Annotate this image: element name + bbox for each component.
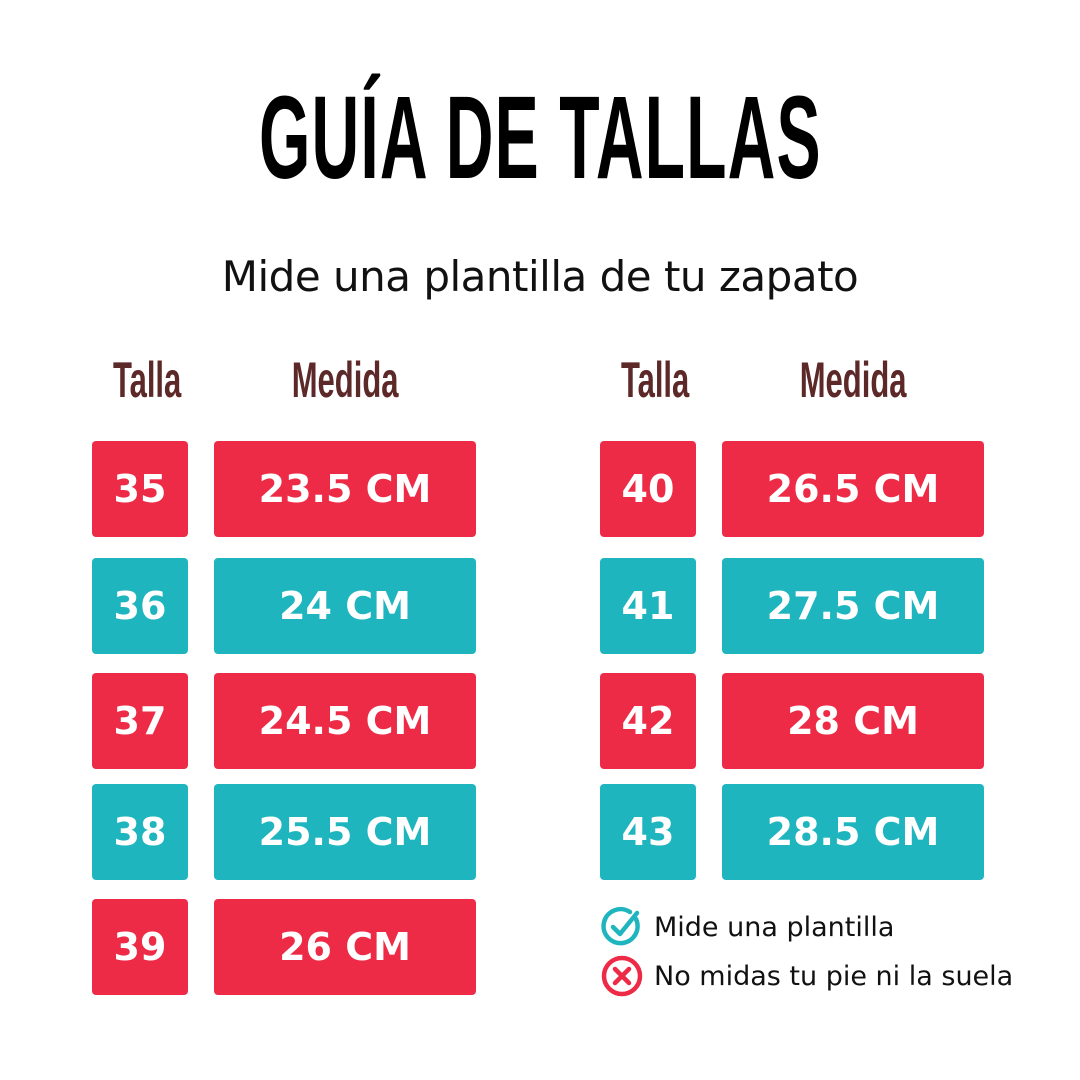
measurement-cell: 26.5 CM	[722, 441, 984, 537]
size-cell: 42	[600, 673, 696, 769]
page-title: GUÍA DE TALLAS	[0, 78, 1080, 198]
legend-item-do-not-measure-foot: No midas tu pie ni la suela	[600, 954, 1013, 998]
header-text: Medida	[799, 352, 907, 408]
size-cell: 40	[600, 441, 696, 537]
measurement-cell: 26 CM	[214, 899, 476, 995]
page-title-text: GUÍA DE TALLAS	[258, 72, 822, 204]
header-text: Talla	[620, 352, 690, 408]
size-cell: 39	[92, 899, 188, 995]
check-circle-icon	[601, 906, 640, 946]
right-header-talla: Talla	[600, 352, 696, 408]
size-cell: 36	[92, 558, 188, 654]
size-cell: 43	[600, 784, 696, 880]
measurement-cell: 28 CM	[722, 673, 984, 769]
left-header-talla: Talla	[92, 352, 188, 408]
size-cell: 35	[92, 441, 188, 537]
x-circle-icon	[601, 955, 643, 997]
measurement-cell: 23.5 CM	[214, 441, 476, 537]
size-cell: 37	[92, 673, 188, 769]
right-header-medida: Medida	[722, 352, 984, 408]
measurement-cell: 27.5 CM	[722, 558, 984, 654]
legend-text: No midas tu pie ni la suela	[654, 960, 1014, 992]
measurement-cell: 25.5 CM	[214, 784, 476, 880]
header-text: Talla	[112, 352, 182, 408]
left-header-medida: Medida	[214, 352, 476, 408]
measurement-cell: 24 CM	[214, 558, 476, 654]
measurement-cell: 24.5 CM	[214, 673, 476, 769]
subtitle: Mide una plantilla de tu zapato	[221, 252, 859, 301]
legend-item-measure-insole: Mide una plantilla	[600, 905, 894, 949]
header-text: Medida	[291, 352, 399, 408]
size-cell: 38	[92, 784, 188, 880]
measurement-cell: 28.5 CM	[722, 784, 984, 880]
legend-text: Mide una plantilla	[654, 911, 895, 943]
size-cell: 41	[600, 558, 696, 654]
